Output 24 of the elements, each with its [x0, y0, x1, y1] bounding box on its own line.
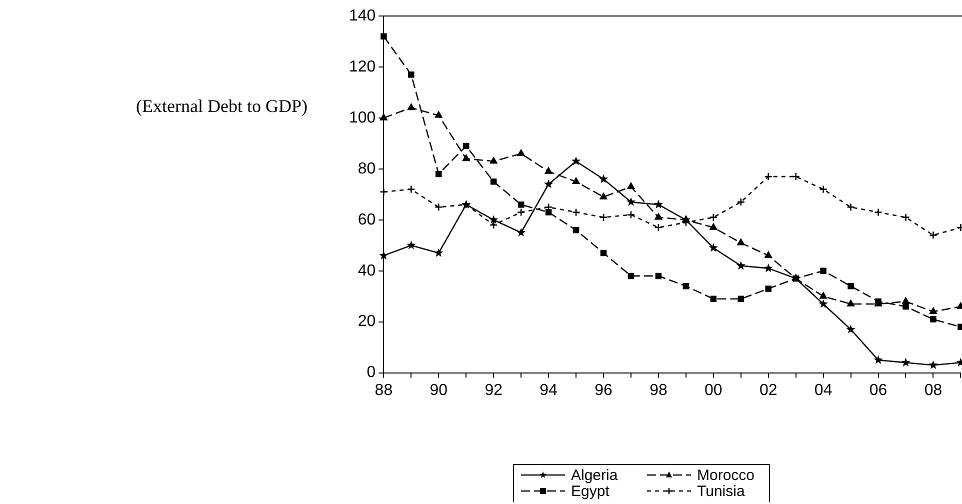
y-axis-title: (External Debt to GDP) [136, 96, 308, 117]
x-tick-label: 88 [374, 382, 393, 399]
y-tick-label: 80 [358, 160, 376, 178]
y-tick-label: 40 [358, 262, 376, 280]
y-tick-label: 120 [348, 58, 376, 76]
legend-label: Tunisia [697, 483, 746, 500]
legend-label: Egypt [571, 483, 610, 500]
x-tick-label: 96 [594, 382, 613, 399]
y-tick-label: 100 [348, 109, 376, 126]
x-tick-label: 06 [869, 382, 888, 399]
x-tick-label: 98 [650, 382, 668, 399]
x-tick-label: 02 [759, 382, 778, 399]
x-tick-label: 90 [430, 382, 448, 399]
x-tick-label: 00 [704, 382, 722, 399]
x-tick-label: 04 [814, 382, 832, 399]
legend-label: Algeria [571, 467, 618, 484]
y-tick-label: 0 [366, 364, 376, 382]
x-tick-label: 92 [484, 382, 503, 399]
y-tick-label: 20 [358, 313, 376, 330]
x-tick-label: 94 [540, 382, 558, 399]
x-tick-label: 08 [924, 382, 942, 399]
y-tick-label: 140 [348, 7, 376, 24]
legend-label: Morocco [697, 467, 755, 484]
y-tick-label: 60 [358, 211, 376, 228]
